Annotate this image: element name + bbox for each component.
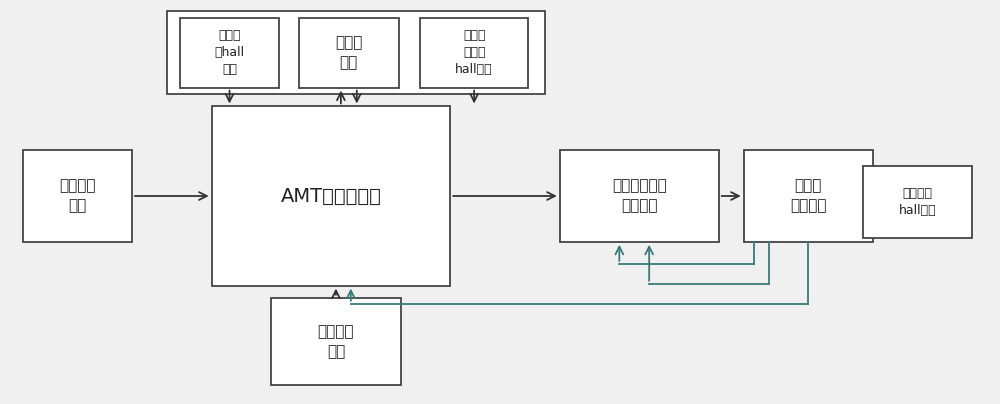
Text: 主驱动电机控
制器模块: 主驱动电机控 制器模块 xyxy=(612,179,667,213)
Bar xyxy=(863,166,972,238)
Bar xyxy=(23,150,132,242)
Text: 主驱动
电机模块: 主驱动 电机模块 xyxy=(790,179,827,213)
Bar xyxy=(560,150,719,242)
Text: 转把信号
模块: 转把信号 模块 xyxy=(59,179,96,213)
Bar xyxy=(420,18,528,88)
Bar xyxy=(212,106,450,286)
Text: 变速箱
模块: 变速箱 模块 xyxy=(335,36,363,70)
Text: 换挡信号
模块: 换挡信号 模块 xyxy=(318,324,354,359)
Text: 主动电机
hall信号: 主动电机 hall信号 xyxy=(899,187,936,217)
Bar xyxy=(180,18,279,88)
Bar xyxy=(271,298,401,385)
Text: 变速箱
输出轴
hall信号: 变速箱 输出轴 hall信号 xyxy=(455,29,493,76)
Bar xyxy=(167,11,545,95)
Bar xyxy=(744,150,873,242)
Bar xyxy=(299,18,399,88)
Text: AMT控制器模块: AMT控制器模块 xyxy=(281,187,381,206)
Text: 换挡电
机hall
信号: 换挡电 机hall 信号 xyxy=(214,29,245,76)
